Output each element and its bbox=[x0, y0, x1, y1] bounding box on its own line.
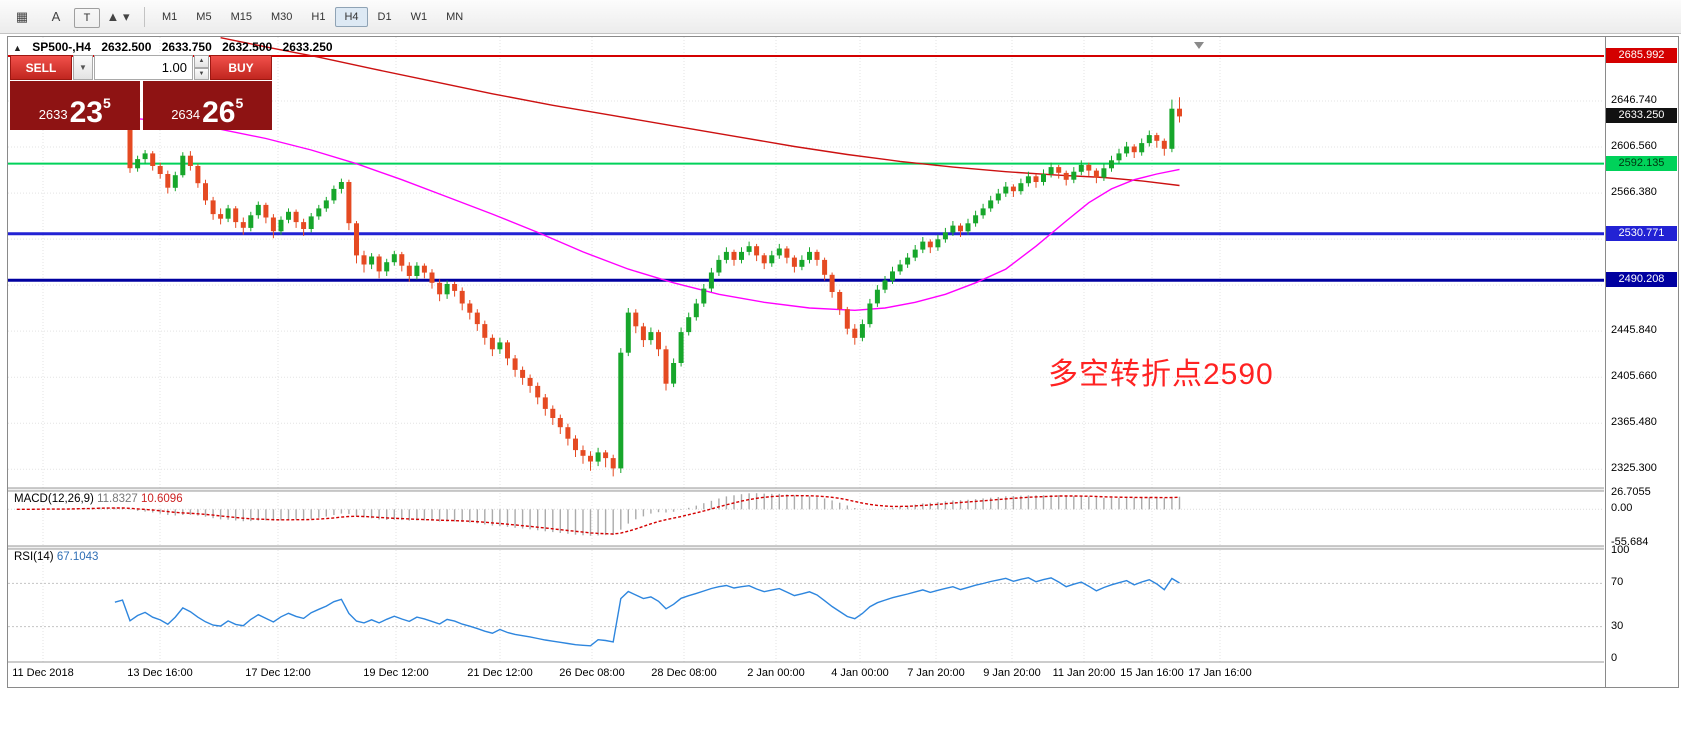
volume-down-button[interactable]: ▼ bbox=[194, 67, 209, 80]
macd-value-signal: 10.6096 bbox=[141, 493, 183, 505]
macd-axis-label: 26.7055 bbox=[1611, 486, 1651, 498]
time-axis-label: 17 Dec 12:00 bbox=[245, 667, 311, 679]
tf-button-h1[interactable]: H1 bbox=[311, 10, 326, 23]
candles-layer bbox=[127, 97, 1182, 477]
price-grid-label: 2325.300 bbox=[1611, 462, 1657, 475]
drawing-tools-group: ▦ A T ▲ ▾ bbox=[6, 3, 136, 30]
shapes-icon[interactable]: ▲ ▾ bbox=[106, 8, 130, 24]
macd-layer bbox=[8, 493, 1604, 536]
chart-grid-icon[interactable]: ▦ bbox=[15, 8, 29, 24]
hline-objects-layer bbox=[8, 55, 1604, 282]
time-axis-label: 15 Jan 16:00 bbox=[1120, 667, 1184, 679]
price-grid-label: 2606.560 bbox=[1611, 140, 1657, 153]
sell-price-sup: 5 bbox=[103, 95, 111, 111]
price-marker-label: 2633.250 bbox=[1606, 108, 1677, 124]
time-axis-label: 4 Jan 00:00 bbox=[831, 667, 889, 679]
time-axis-label: 11 Dec 2018 bbox=[12, 667, 74, 679]
time-axis-label: 19 Dec 12:00 bbox=[363, 667, 429, 679]
tf-button-m15[interactable]: M15 bbox=[230, 10, 252, 23]
tf-button-d1[interactable]: D1 bbox=[377, 10, 392, 23]
price-grid-label: 2566.380 bbox=[1611, 186, 1657, 199]
text-frame-icon[interactable]: T bbox=[74, 7, 100, 28]
sell-price-box[interactable]: 2633 23 5 bbox=[10, 81, 140, 130]
chart-area[interactable]: ▲ SP500-,H4 2632.500 2633.750 2632.500 2… bbox=[7, 36, 1679, 688]
macd-name: MACD(12,26,9) bbox=[14, 493, 94, 505]
time-axis-label: 11 Jan 20:00 bbox=[1052, 667, 1116, 679]
moving-averages-layer bbox=[129, 37, 1180, 312]
rsi-axis-label: 30 bbox=[1611, 619, 1624, 632]
sell-price-big: 23 bbox=[69, 96, 103, 129]
buy-price-box[interactable]: 2634 26 5 bbox=[142, 81, 272, 130]
chart-title: ▲ SP500-,H4 2632.500 2633.750 2632.500 2… bbox=[13, 40, 340, 54]
buy-price-big: 26 bbox=[202, 96, 236, 129]
time-axis-label: 7 Jan 20:00 bbox=[907, 667, 965, 679]
sell-button[interactable]: SELL bbox=[10, 55, 72, 80]
symbol-timeframe-label: SP500-,H4 bbox=[32, 40, 91, 54]
tf-button-h4[interactable]: H4 bbox=[335, 6, 368, 27]
ohlc-close: 2633.250 bbox=[282, 40, 333, 54]
price-marker-label: 2685.992 bbox=[1606, 48, 1677, 64]
price-marker-label: 2530.771 bbox=[1606, 225, 1677, 241]
price-chart-svg[interactable] bbox=[8, 37, 1604, 687]
price-grid-label: 2405.660 bbox=[1611, 370, 1657, 383]
rsi-name: RSI(14) bbox=[14, 551, 54, 563]
buy-price-sup: 5 bbox=[235, 95, 244, 111]
tf-button-mn[interactable]: MN bbox=[446, 10, 464, 23]
tf-button-m30[interactable]: M30 bbox=[270, 10, 293, 23]
rsi-axis-label: 100 bbox=[1611, 544, 1630, 556]
price-marker-label: 2490.208 bbox=[1606, 272, 1677, 288]
one-click-panel-toggle-icon[interactable]: ▲ bbox=[13, 43, 22, 53]
chart-shift-marker-icon bbox=[1194, 42, 1204, 49]
rsi-layer bbox=[8, 576, 1604, 647]
toolbar-separator bbox=[144, 6, 145, 27]
ohlc-low: 2632.500 bbox=[222, 40, 273, 54]
time-axis-label: 26 Dec 08:00 bbox=[559, 667, 625, 679]
sell-price-prefix: 2633 bbox=[38, 107, 68, 122]
time-axis-label: 17 Jan 16:00 bbox=[1188, 667, 1252, 679]
time-axis-label: 28 Dec 08:00 bbox=[651, 667, 717, 679]
price-grid-label: 2445.840 bbox=[1611, 324, 1657, 337]
ohlc-open: 2632.500 bbox=[101, 40, 152, 54]
macd-value-main: 11.8327 bbox=[97, 493, 138, 505]
tf-button-w1[interactable]: W1 bbox=[410, 10, 428, 23]
time-axis-label: 13 Dec 16:00 bbox=[127, 667, 193, 679]
macd-label: MACD(12,26,9) 11.8327 10.6096 bbox=[14, 493, 183, 505]
rsi-axis-label: 0 bbox=[1611, 652, 1618, 664]
price-marker-label: 2592.135 bbox=[1606, 155, 1677, 171]
tf-button-m5[interactable]: M5 bbox=[196, 10, 212, 23]
rsi-label: RSI(14) 67.1043 bbox=[14, 551, 98, 563]
price-grid-label: 2646.740 bbox=[1611, 94, 1657, 106]
rsi-value: 67.1043 bbox=[56, 551, 99, 563]
time-axis-label: 2 Jan 00:00 bbox=[747, 667, 805, 679]
time-axis: 11 Dec 2018 13 Dec 16:00 17 Dec 12:00 19 De… bbox=[8, 663, 1604, 686]
time-axis-label: 9 Jan 20:00 bbox=[983, 667, 1041, 679]
macd-axis-label: -55.684 bbox=[1611, 536, 1649, 549]
text-label-icon[interactable]: A bbox=[51, 8, 61, 24]
grid-layer bbox=[8, 37, 1604, 662]
buy-price-prefix: 2634 bbox=[171, 107, 201, 122]
tf-button-m1[interactable]: M1 bbox=[162, 10, 178, 23]
rsi-axis-label: 70 bbox=[1611, 576, 1624, 589]
price-axis: 2646.7402606.5602566.3802526.2002486.020… bbox=[1605, 37, 1678, 687]
time-axis-label: 21 Dec 12:00 bbox=[467, 667, 533, 679]
chart-annotation-text: 多空转折点2590 bbox=[1048, 358, 1274, 391]
price-grid-label: 2365.480 bbox=[1611, 416, 1657, 429]
volume-dropdown-button[interactable]: ▼ bbox=[73, 55, 93, 80]
buy-button[interactable]: BUY bbox=[210, 55, 272, 80]
volume-stepper: ▲ ▼ bbox=[194, 55, 209, 80]
panel-separators[interactable] bbox=[8, 487, 1604, 663]
ohlc-high: 2633.750 bbox=[161, 40, 212, 54]
volume-input[interactable] bbox=[94, 55, 193, 80]
toolbar: ▦ A T ▲ ▾ M1 M5 M15 M30 H1 H4 D1 W1 MN bbox=[0, 0, 1681, 34]
timeframe-group: M1 M5 M15 M30 H1 H4 D1 W1 MN bbox=[153, 6, 473, 27]
macd-axis-label: 0.00 bbox=[1611, 502, 1633, 515]
volume-up-button[interactable]: ▲ bbox=[194, 55, 209, 68]
one-click-trade-panel: SELL ▼ ▲ ▼ BUY 2633 23 5 2634 26 5 bbox=[10, 55, 272, 130]
